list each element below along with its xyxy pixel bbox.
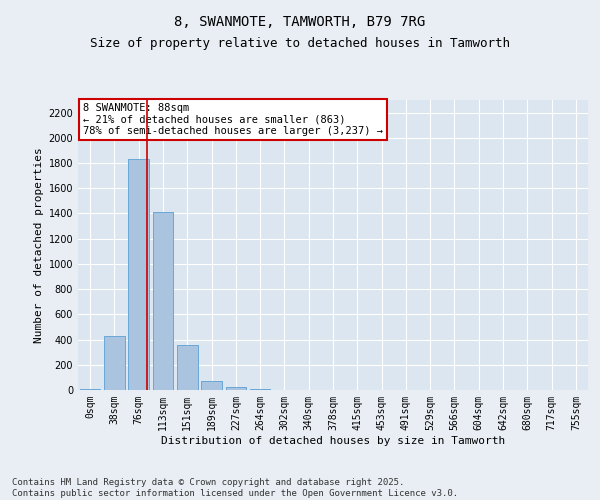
Y-axis label: Number of detached properties: Number of detached properties xyxy=(34,147,44,343)
X-axis label: Distribution of detached houses by size in Tamworth: Distribution of detached houses by size … xyxy=(161,436,505,446)
Text: 8, SWANMOTE, TAMWORTH, B79 7RG: 8, SWANMOTE, TAMWORTH, B79 7RG xyxy=(175,15,425,29)
Bar xyxy=(201,380,222,390)
Bar xyxy=(152,212,173,390)
Bar xyxy=(80,388,100,390)
Bar xyxy=(104,336,125,390)
Text: Size of property relative to detached houses in Tamworth: Size of property relative to detached ho… xyxy=(90,38,510,51)
Text: 8 SWANMOTE: 88sqm
← 21% of detached houses are smaller (863)
78% of semi-detache: 8 SWANMOTE: 88sqm ← 21% of detached hous… xyxy=(83,103,383,136)
Bar xyxy=(177,344,197,390)
Text: Contains HM Land Registry data © Crown copyright and database right 2025.
Contai: Contains HM Land Registry data © Crown c… xyxy=(12,478,458,498)
Bar xyxy=(128,160,149,390)
Bar xyxy=(226,387,246,390)
